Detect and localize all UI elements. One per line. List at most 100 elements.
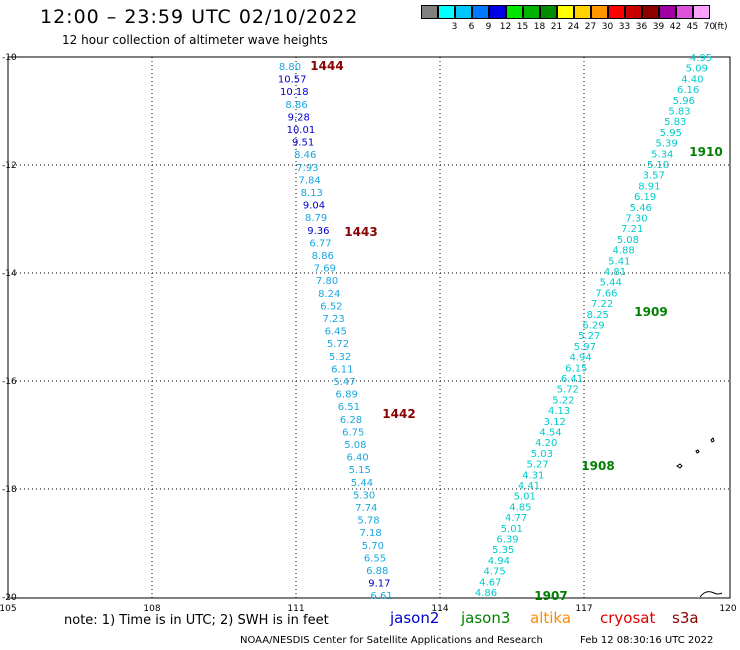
- legend-swatch: [591, 5, 608, 19]
- track-value: 5.27: [526, 460, 548, 471]
- legend-swatch: [540, 5, 557, 19]
- legend-swatch: [693, 5, 710, 19]
- track-value: 6.51: [338, 402, 360, 413]
- track-value: 5.39: [655, 139, 677, 150]
- legend-label: 36: [635, 22, 648, 32]
- track-value: 4.40: [681, 74, 703, 85]
- legend-label: 24: [567, 22, 580, 32]
- legend-label: 6: [468, 22, 475, 32]
- track-value: 8.24: [318, 289, 340, 300]
- track-value: 5.70: [362, 541, 384, 552]
- track-value: 9.51: [292, 138, 314, 149]
- track-value: 5.44: [600, 278, 622, 289]
- legend-label: 15: [516, 22, 529, 32]
- legend-label: 39: [652, 22, 665, 32]
- latitude-label: -18: [2, 485, 17, 495]
- track-value: 6.75: [342, 427, 364, 438]
- legend-label: 9: [485, 22, 492, 32]
- legend-label: 18: [533, 22, 546, 32]
- legend-label: 42: [669, 22, 682, 32]
- track-value: 5.30: [353, 490, 375, 501]
- pass-label: 1910: [689, 145, 722, 159]
- legend-swatch: [574, 5, 591, 19]
- track-value: 5.46: [630, 203, 652, 214]
- track-value: 4.88: [612, 246, 634, 257]
- track-value: 4.85: [509, 502, 531, 513]
- track-value: 4.77: [505, 513, 527, 524]
- track-value: 7.21: [621, 224, 643, 235]
- pass-label: 1443: [344, 225, 377, 239]
- track-value: 7.69: [314, 264, 336, 275]
- legend-label: 45: [686, 22, 699, 32]
- track-value: 5.10: [647, 160, 669, 171]
- track-value: 5.78: [357, 516, 379, 527]
- track-value: 8.25: [587, 310, 609, 321]
- track-value: 5.03: [531, 449, 553, 460]
- legend-swatch: [676, 5, 693, 19]
- track-value: 6.52: [320, 301, 342, 312]
- legend-swatch: [523, 5, 540, 19]
- track-value: 5.83: [664, 117, 686, 128]
- track-value: 6.77: [309, 238, 331, 249]
- satellite-name: altika: [530, 609, 572, 627]
- chart-title: 12:00 – 23:59 UTC 02/10/2022: [40, 6, 359, 28]
- generated-timestamp: Feb 12 08:30:16 UTC 2022: [580, 635, 714, 646]
- track-value: 5.08: [617, 235, 639, 246]
- track-value: 6.40: [346, 453, 368, 464]
- longitude-label: 111: [287, 604, 304, 614]
- track-value: 4.20: [535, 438, 557, 449]
- track-value: 7.23: [322, 314, 344, 325]
- legend-label: 33: [618, 22, 631, 32]
- latitude-label: -12: [2, 161, 17, 171]
- track-value: 7.80: [316, 276, 338, 287]
- track-value: 5.72: [557, 385, 579, 396]
- track-value: 8.86: [285, 100, 307, 111]
- track-value: 5.08: [344, 440, 366, 451]
- track-value: 5.95: [660, 128, 682, 139]
- track-value: 4.95: [690, 53, 712, 64]
- track-value: 6.89: [336, 390, 358, 401]
- latitude-label: -14: [2, 269, 17, 279]
- track-value: 8.46: [294, 150, 316, 161]
- track-value: 5.01: [514, 492, 536, 503]
- satellite-name: jason3: [461, 609, 511, 627]
- track-value: 4.94: [488, 556, 510, 567]
- pass-label: 1442: [382, 407, 415, 421]
- legend-swatch: [438, 5, 455, 19]
- legend-swatch: [455, 5, 472, 19]
- track-value: 7.22: [591, 299, 613, 310]
- legend-label: 21: [550, 22, 563, 32]
- legend-label: 12: [499, 22, 512, 32]
- track-value: 4.67: [479, 577, 501, 588]
- legend-label: 70: [703, 22, 716, 32]
- legend-label: 3: [451, 22, 458, 32]
- track-value: 5.97: [574, 342, 596, 353]
- track-value: 6.61: [370, 591, 392, 602]
- track-value: 4.75: [483, 567, 505, 578]
- track-value: 4.86: [475, 588, 497, 599]
- latitude-label: -20: [2, 593, 17, 603]
- track-value: 7.74: [355, 503, 377, 514]
- longitude-label: 114: [431, 604, 448, 614]
- legend-swatch: [642, 5, 659, 19]
- longitude-label: 108: [143, 604, 160, 614]
- track-value: 10.01: [287, 125, 316, 136]
- legend-unit: (ft): [714, 22, 728, 32]
- track-value: 5.83: [668, 107, 690, 118]
- legend-swatch: [421, 5, 438, 19]
- track-value: 8.91: [638, 181, 660, 192]
- track-value: 5.44: [351, 478, 373, 489]
- track-value: 5.15: [349, 465, 371, 476]
- track-value: 3.12: [544, 417, 566, 428]
- pass-label: 1907: [534, 589, 567, 603]
- track-value: 6.39: [496, 535, 518, 546]
- track-value: 9.17: [368, 579, 390, 590]
- latitude-label: -10: [2, 53, 17, 63]
- track-value: 8.80: [279, 62, 301, 73]
- track-value: 4.13: [548, 406, 570, 417]
- legend-label: 27: [584, 22, 597, 32]
- track-value: 5.41: [608, 256, 630, 267]
- track-value: 4.54: [539, 428, 561, 439]
- track-value: 4.81: [604, 267, 626, 278]
- legend-label: 30: [601, 22, 614, 32]
